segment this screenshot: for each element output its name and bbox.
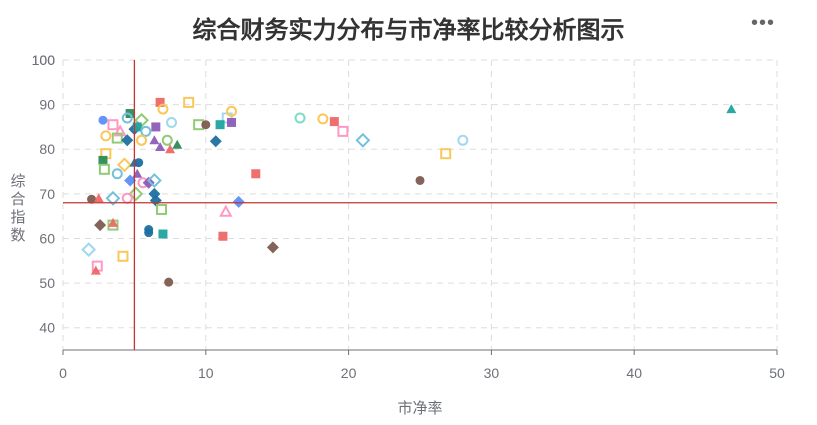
- data-point[interactable]: [98, 155, 108, 165]
- data-point[interactable]: [156, 203, 168, 215]
- y-tick-label: 40: [39, 320, 55, 336]
- data-point[interactable]: [172, 139, 183, 149]
- y-tick-label: 80: [39, 141, 55, 157]
- data-point[interactable]: [100, 130, 112, 142]
- data-point[interactable]: [121, 192, 133, 204]
- data-point[interactable]: [116, 157, 132, 173]
- x-tick-label: 20: [341, 365, 357, 381]
- data-point[interactable]: [136, 134, 148, 146]
- data-point[interactable]: [155, 97, 165, 107]
- x-tick-label: 0: [59, 365, 67, 381]
- y-tick-label: 70: [39, 186, 55, 202]
- data-point[interactable]: [111, 132, 123, 144]
- data-point[interactable]: [294, 112, 306, 124]
- y-tick-label: 60: [39, 230, 55, 246]
- grid-lines: [62, 59, 778, 350]
- data-point[interactable]: [142, 176, 155, 189]
- data-point[interactable]: [107, 217, 118, 227]
- data-point[interactable]: [90, 265, 101, 275]
- data-point[interactable]: [121, 112, 133, 124]
- data-point[interactable]: [132, 122, 142, 132]
- data-points: [81, 96, 737, 287]
- data-point[interactable]: [158, 229, 168, 239]
- data-point[interactable]: [161, 134, 173, 146]
- data-point[interactable]: [81, 242, 97, 258]
- data-point[interactable]: [105, 190, 121, 206]
- data-point[interactable]: [98, 163, 110, 175]
- data-point[interactable]: [232, 195, 245, 208]
- data-point[interactable]: [219, 204, 233, 217]
- data-point[interactable]: [113, 124, 127, 137]
- data-point[interactable]: [149, 135, 160, 145]
- data-point[interactable]: [94, 219, 107, 232]
- data-point[interactable]: [111, 168, 123, 180]
- data-point[interactable]: [107, 119, 119, 131]
- data-point[interactable]: [209, 135, 222, 148]
- data-point[interactable]: [165, 144, 176, 154]
- data-point[interactable]: [201, 120, 211, 130]
- data-point[interactable]: [121, 134, 134, 147]
- data-point[interactable]: [415, 175, 425, 185]
- data-point[interactable]: [227, 117, 237, 127]
- data-point[interactable]: [134, 158, 144, 168]
- data-point[interactable]: [218, 231, 228, 241]
- x-tick-label: 50: [769, 365, 785, 381]
- data-point[interactable]: [183, 96, 195, 108]
- x-tick-label: 10: [198, 365, 214, 381]
- data-point[interactable]: [140, 125, 152, 137]
- data-point[interactable]: [251, 169, 261, 179]
- data-point[interactable]: [457, 134, 469, 146]
- data-point[interactable]: [87, 194, 97, 204]
- data-point[interactable]: [144, 228, 154, 238]
- more-options-icon[interactable]: •••: [751, 12, 776, 34]
- data-point[interactable]: [149, 194, 162, 207]
- y-axis-label: 综合指数: [10, 173, 25, 244]
- data-point[interactable]: [726, 104, 737, 114]
- data-point[interactable]: [146, 173, 162, 188]
- data-point[interactable]: [166, 116, 178, 128]
- data-point[interactable]: [164, 277, 174, 287]
- data-point[interactable]: [215, 120, 225, 130]
- data-point[interactable]: [117, 250, 129, 262]
- chart-title: 综合财务实力分布与市净率比较分析图示: [192, 17, 625, 44]
- data-point[interactable]: [226, 105, 238, 117]
- y-tick-label: 50: [39, 275, 55, 291]
- data-point[interactable]: [93, 193, 104, 203]
- x-axis-label: 市净率: [397, 400, 442, 417]
- reference-lines: [63, 60, 777, 350]
- data-point[interactable]: [151, 122, 161, 132]
- data-point[interactable]: [337, 125, 349, 137]
- data-point[interactable]: [157, 103, 169, 115]
- data-point[interactable]: [266, 241, 279, 254]
- y-tick-label: 100: [32, 52, 56, 68]
- data-point[interactable]: [317, 113, 329, 125]
- y-tick-label: 100: [32, 52, 56, 68]
- data-point[interactable]: [329, 117, 339, 127]
- y-tick-label: 90: [39, 97, 55, 113]
- data-point[interactable]: [128, 186, 144, 202]
- data-point[interactable]: [98, 115, 108, 125]
- data-point[interactable]: [355, 132, 371, 148]
- data-point[interactable]: [440, 148, 452, 160]
- x-tick-label: 40: [626, 365, 642, 381]
- x-axis-ticks: 0 10 20 30 40 50: [59, 350, 785, 381]
- x-tick-label: 30: [484, 365, 500, 381]
- data-point[interactable]: [155, 142, 166, 151]
